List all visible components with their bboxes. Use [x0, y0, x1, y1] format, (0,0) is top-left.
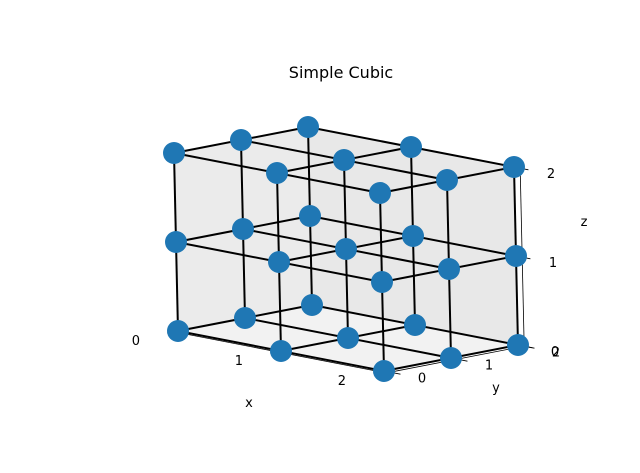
- lattice-atom: [503, 156, 525, 178]
- lattice-atom: [369, 182, 391, 204]
- lattice-atom: [167, 320, 189, 342]
- y-tick-label: 0: [418, 372, 426, 387]
- lattice-atom: [266, 162, 288, 184]
- lattice-atom: [438, 258, 460, 280]
- x-tick-label: 1: [235, 354, 243, 369]
- y-tick-label: 1: [485, 359, 493, 374]
- lattice-atom: [301, 294, 323, 316]
- lattice-atom: [371, 271, 393, 293]
- lattice-atom: [268, 251, 290, 273]
- lattice-atom: [335, 238, 357, 260]
- x-tick-label: 0: [132, 334, 140, 349]
- lattice-atom: [440, 347, 462, 369]
- x-axis-label: x: [245, 396, 253, 411]
- lattice-atom: [234, 307, 256, 329]
- z-tick-label: 2: [547, 167, 555, 182]
- y-axis-label: y: [492, 381, 500, 396]
- z-tick-label: 0: [551, 345, 559, 360]
- lattice-atom: [373, 360, 395, 382]
- lattice-atom: [230, 129, 252, 151]
- lattice-atom: [163, 142, 185, 164]
- lattice-atom: [297, 116, 319, 138]
- lattice-atom: [333, 149, 355, 171]
- lattice-atom: [505, 245, 527, 267]
- z-axis-label: z: [581, 215, 588, 230]
- lattice-atom: [232, 218, 254, 240]
- chart-title: Simple Cubic: [289, 63, 393, 82]
- lattice-atom: [400, 136, 422, 158]
- lattice-atom: [337, 327, 359, 349]
- lattice-atom: [402, 225, 424, 247]
- lattice-atom: [507, 334, 529, 356]
- lattice-atom: [270, 340, 292, 362]
- y-tick-label: 2: [552, 346, 560, 361]
- lattice-atom: [299, 205, 321, 227]
- lattice-atoms: [163, 116, 529, 382]
- lattice-atom: [436, 169, 458, 191]
- lattice-atom: [165, 231, 187, 253]
- lattice-atom: [404, 314, 426, 336]
- z-tick-label: 1: [549, 256, 557, 271]
- x-tick-label: 2: [338, 374, 346, 389]
